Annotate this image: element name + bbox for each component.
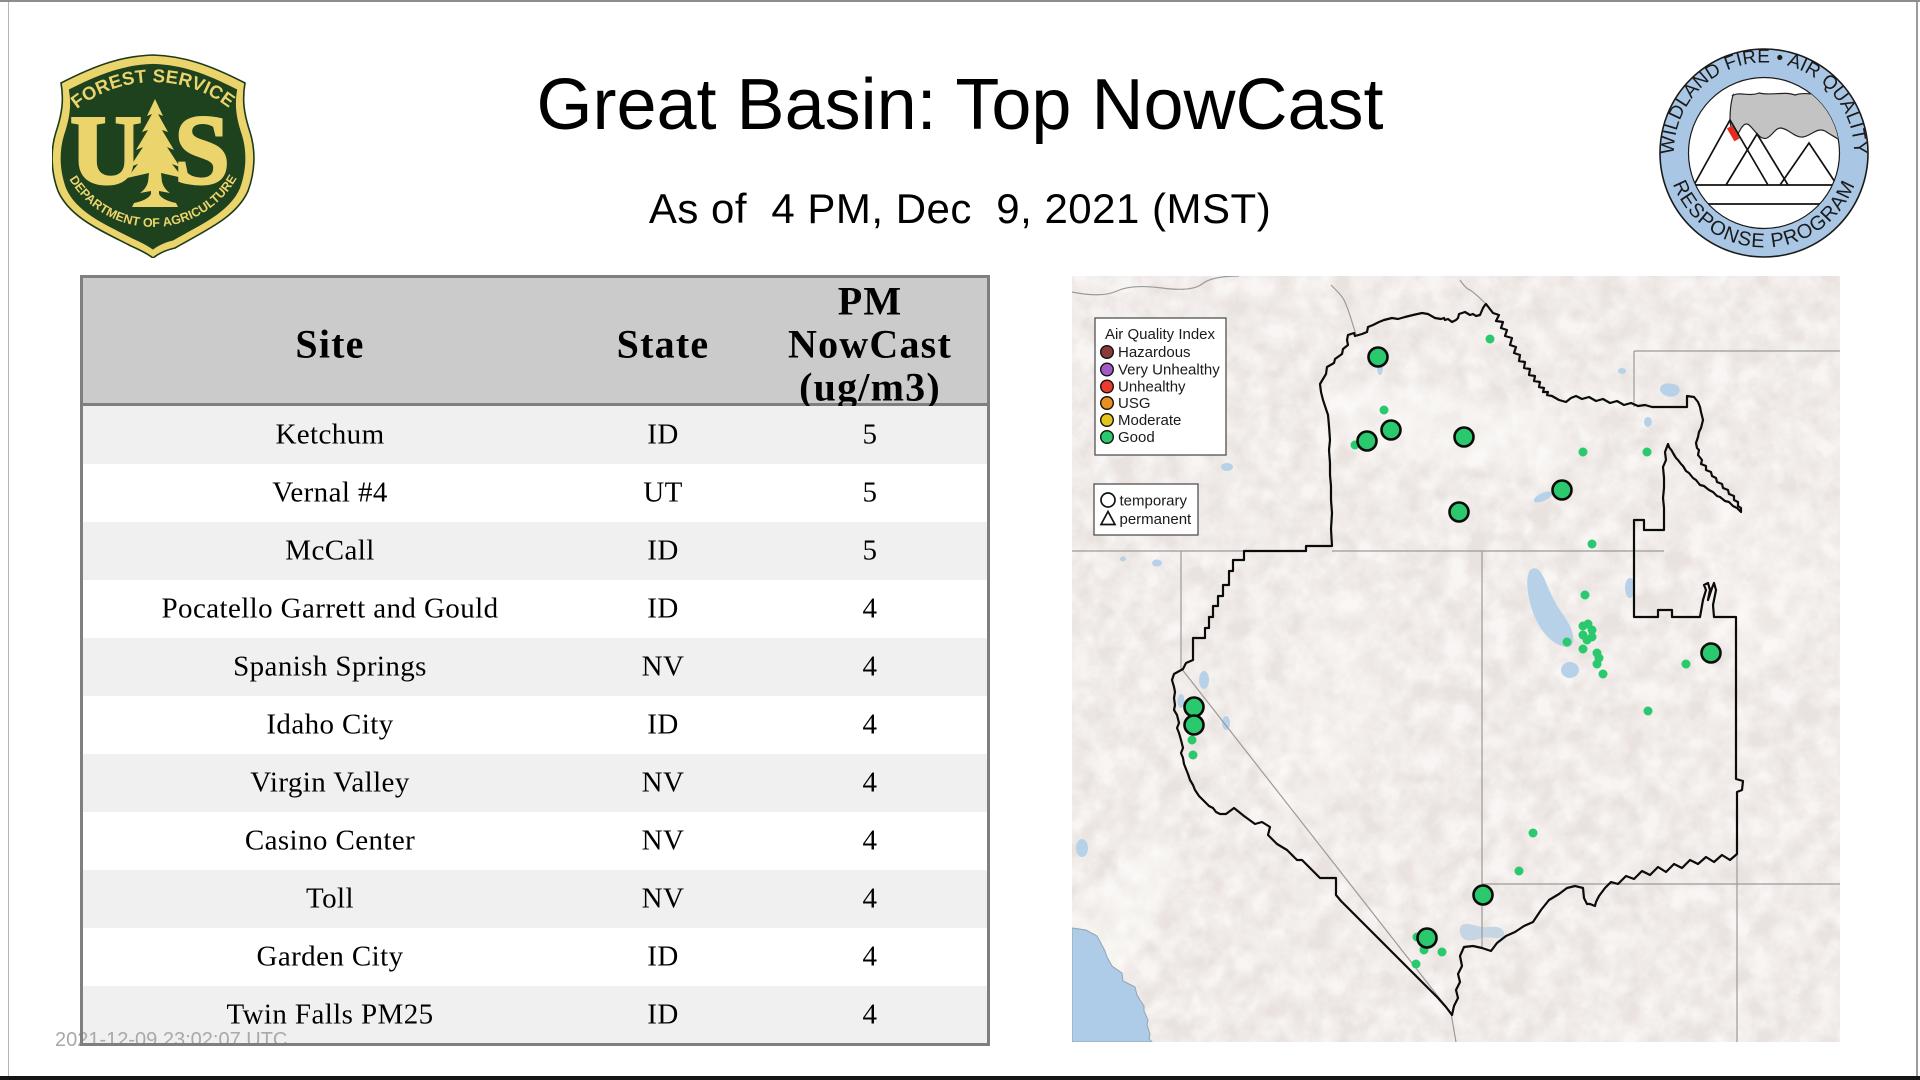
- svg-text:Very Unhealthy: Very Unhealthy: [1118, 362, 1220, 379]
- svg-text:permanent: permanent: [1120, 511, 1193, 528]
- svg-text:temporary: temporary: [1120, 493, 1188, 510]
- svg-text:Unhealthy: Unhealthy: [1118, 379, 1186, 396]
- svg-text:U: U: [70, 96, 142, 205]
- svg-text:Moderate: Moderate: [1118, 412, 1181, 429]
- svg-text:S: S: [174, 96, 229, 205]
- svg-text:Hazardous: Hazardous: [1118, 344, 1191, 361]
- svg-text:USG: USG: [1118, 395, 1151, 412]
- svg-text:Air Quality Index: Air Quality Index: [1105, 326, 1216, 343]
- svg-text:Good: Good: [1118, 429, 1155, 446]
